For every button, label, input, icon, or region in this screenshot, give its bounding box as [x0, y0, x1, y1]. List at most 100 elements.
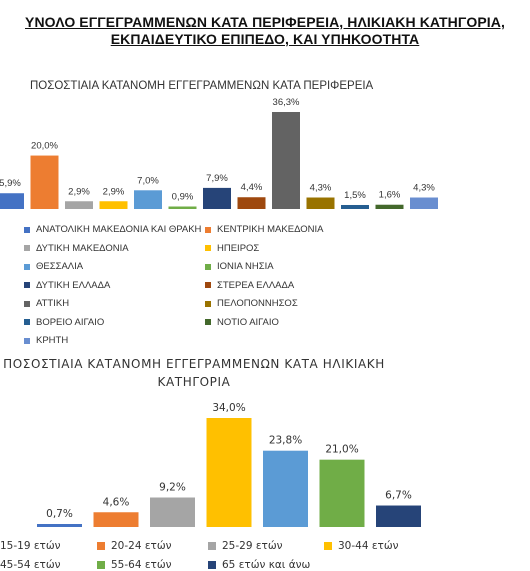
region-bar	[203, 187, 231, 209]
legend-swatch	[24, 226, 30, 233]
region-data-label: 7,9%	[206, 173, 228, 184]
age-bar	[150, 497, 195, 527]
legend-label: 30-44 ετών	[338, 540, 399, 552]
age-bar	[319, 459, 365, 527]
region-data-label: 4,3%	[310, 183, 332, 194]
legend-swatch	[24, 245, 30, 251]
region-bar	[306, 197, 335, 209]
legend-label: ΝΟΤΙΟ ΑΙΓΑΙΟ	[217, 316, 279, 328]
age-bar	[376, 505, 421, 527]
region-data-label: 2,9%	[103, 186, 125, 197]
legend-swatch	[24, 337, 30, 344]
age-bar	[206, 418, 252, 527]
region-legend-item: ΝΟΤΙΟ ΑΙΓΑΙΟ	[205, 317, 279, 328]
age-chart-title: ΠΟΣΟΣΤΙΑΙΑ ΚΑΤΑΝΟΜΗ ΕΓΓΕΓΡΑΜΜΕΝΩΝ ΚΑΤΑ Η…	[0, 355, 394, 391]
main-title: ΥΝΟΛΟ ΕΓΓΕΓΡΑΜΜΕΝΩΝ ΚΑΤΑ ΠΕΡΙΦΕΡΕΙΑ, ΗΛΙ…	[0, 14, 530, 48]
age-data-label: 4,6%	[103, 496, 130, 508]
region-data-label: 1,6%	[379, 190, 401, 201]
region-legend-item: ΔΥΤΙΚΗ ΜΑΚΕΔΟΝΙΑ	[24, 243, 129, 254]
main-title-line1: ΥΝΟΛΟ ΕΓΓΕΓΡΑΜΜΕΝΩΝ ΚΑΤΑ ΠΕΡΙΦΕΡΕΙΑ, ΗΛΙ…	[25, 14, 505, 30]
legend-label: 25-29 ετών	[222, 540, 283, 552]
age-legend-item: 55-64 ετών	[97, 559, 172, 571]
age-legend-item: 45-54 ετών	[0, 559, 61, 571]
legend-label: ΠΕΛΟΠΟΝΝΗΣΟΣ	[217, 298, 298, 309]
legend-label: 45-54 ετών	[0, 559, 61, 571]
legend-label: 20-24 ετών	[111, 540, 172, 552]
age-bar	[93, 512, 139, 527]
legend-swatch	[205, 300, 211, 307]
region-legend-item: ΠΕΛΟΠΟΝΝΗΣΟΣ	[205, 298, 298, 309]
region-data-label: 4,4%	[241, 182, 263, 193]
legend-swatch	[205, 226, 211, 233]
legend-label: ΘΕΣΣΑΛΙΑ	[36, 261, 84, 272]
legend-swatch	[205, 282, 211, 288]
age-data-label: 9,2%	[159, 482, 186, 494]
main-title-line2: ΕΚΠΑΙΔΕΥΤΙΚΟ ΕΠΙΠΕΔΟ, ΚΑΙ ΥΠΗΚΟΟΤΗΤΑ	[110, 31, 420, 47]
age-legend-item: 15-19 ετών	[0, 540, 61, 552]
legend-swatch	[205, 319, 211, 325]
legend-swatch	[24, 282, 30, 288]
region-legend-item: ΙΟΝΙΑ ΝΗΣΙΑ	[205, 261, 274, 272]
legend-label: ΑΤΤΙΚΗ	[36, 298, 70, 309]
region-legend-item: ΘΕΣΣΑΛΙΑ	[24, 261, 83, 272]
legend-label: 55-64 ετών	[111, 559, 172, 571]
legend-label: ΚΕΝΤΡΙΚΗ ΜΑΚΕΔΟΝΙΑ	[217, 224, 324, 235]
region-chart-title: ΠΟΣΟΣΤΙΑΙΑ ΚΑΤΑΝΟΜΗ ΕΓΓΕΓΡΑΜΜΕΝΩΝ ΚΑΤΑ Π…	[30, 80, 374, 92]
region-legend-item: ΗΠΕΙΡΟΣ	[205, 243, 259, 254]
age-data-label: 23,8%	[269, 435, 302, 447]
legend-swatch	[24, 319, 30, 325]
legend-label: ΚΡΗΤΗ	[36, 335, 69, 346]
region-data-label: 1,5%	[344, 190, 366, 201]
legend-label: ΑΝΑΤΟΛΙΚΗ ΜΑΚΕΔΟΝΙΑ ΚΑΙ ΘΡΑΚΗ	[36, 224, 202, 235]
legend-label: ΗΠΕΙΡΟΣ	[217, 242, 260, 254]
legend-swatch	[208, 561, 216, 569]
age-legend-item: 25-29 ετών	[208, 540, 283, 552]
region-legend-item: ΚΡΗΤΗ	[24, 335, 68, 346]
region-bar	[65, 201, 93, 209]
region-bar	[341, 204, 369, 209]
legend-label: ΒΟΡΕΙΟ ΑΙΓΑΙΟ	[36, 316, 105, 328]
region-legend-item: ΒΟΡΕΙΟ ΑΙΓΑΙΟ	[24, 317, 104, 328]
region-bar	[134, 190, 162, 209]
age-legend-item: 65 ετών και άνω	[208, 559, 310, 571]
legend-swatch	[24, 263, 30, 270]
legend-swatch	[97, 561, 105, 569]
region-legend-item: ΚΕΝΤΡΙΚΗ ΜΑΚΕΔΟΝΙΑ	[205, 224, 323, 235]
region-bar	[168, 206, 197, 209]
legend-label: ΔΥΤΙΚΗ ΜΑΚΕΔΟΝΙΑ	[36, 242, 129, 254]
legend-label: ΙΟΝΙΑ ΝΗΣΙΑ	[217, 261, 274, 272]
age-bar	[37, 524, 82, 527]
age-legend-item: 30-44 ετών	[324, 540, 399, 552]
region-data-label: 4,3%	[413, 183, 435, 194]
region-legend-item: ΣΤΕΡΕΑ ΕΛΛΑΔΑ	[205, 280, 294, 291]
age-chart-title-line2: ΚΑΤΗΓΟΡΙΑ	[157, 375, 231, 389]
region-chart: 5,9% 20,0% 2,9% 2,9% 7,0% 0,9% 7,9% 4,4% 36,3% 4,…	[0, 97, 438, 209]
legend-label: 65 ετών και άνω	[222, 559, 311, 571]
legend-swatch	[324, 542, 332, 550]
region-bar	[410, 197, 438, 209]
age-legend-item: 20-24 ετών	[97, 540, 172, 552]
age-data-label: 21,0%	[325, 444, 358, 456]
region-legend-item: ΑΤΤΙΚΗ	[24, 298, 69, 309]
region-data-label: 5,9%	[0, 178, 21, 189]
region-data-label: 36,3%	[273, 97, 300, 108]
age-data-label: 0,7%	[46, 508, 73, 520]
region-bar	[375, 204, 404, 209]
region-bar	[30, 155, 59, 209]
region-data-label: 7,0%	[137, 175, 159, 186]
region-legend-item: ΔΥΤΙΚΗ ΕΛΛΑΔΑ	[24, 280, 110, 291]
legend-swatch	[24, 300, 30, 307]
region-bar	[272, 112, 300, 209]
age-bar	[263, 450, 308, 527]
age-chart-title-line1: ΠΟΣΟΣΤΙΑΙΑ ΚΑΤΑΝΟΜΗ ΕΓΓΕΓΡΑΜΜΕΝΩΝ ΚΑΤΑ Η…	[3, 357, 385, 371]
legend-label: 15-19 ετών	[0, 540, 61, 552]
legend-label: ΣΤΕΡΕΑ ΕΛΛΑΔΑ	[217, 279, 295, 291]
region-data-label: 0,9%	[172, 192, 194, 203]
region-bar	[0, 193, 24, 209]
legend-swatch	[208, 542, 216, 550]
age-data-label: 6,7%	[385, 490, 412, 502]
region-legend-item: ΑΝΑΤΟΛΙΚΗ ΜΑΚΕΔΟΝΙΑ ΚΑΙ ΘΡΑΚΗ	[24, 224, 201, 235]
region-data-label: 20,0%	[31, 141, 58, 152]
legend-swatch	[205, 245, 211, 251]
region-bar	[99, 201, 128, 209]
